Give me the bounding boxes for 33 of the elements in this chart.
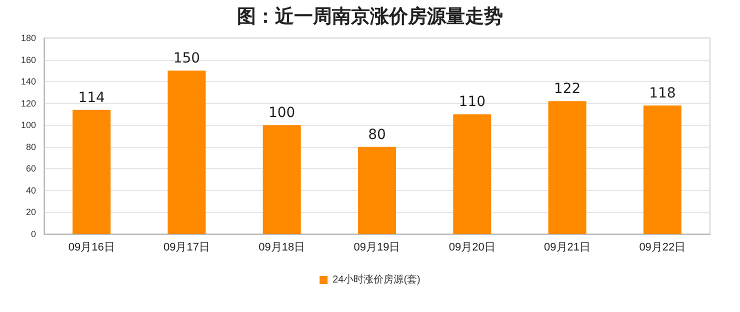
y-tick-label: 180 — [20, 33, 36, 43]
y-tick-label: 80 — [26, 142, 36, 152]
bar — [168, 70, 206, 234]
bar — [72, 110, 111, 234]
x-tick-label: 09月22日 — [639, 242, 686, 254]
legend-label: 24小时涨价房源(套) — [332, 274, 420, 286]
y-tick-label: 160 — [20, 54, 36, 65]
data-label: 80 — [368, 126, 386, 143]
bar — [262, 125, 301, 234]
y-tick-label: 20 — [26, 207, 36, 218]
x-tick-label: 09月19日 — [354, 242, 400, 254]
x-tick-label: 09月16日 — [68, 242, 115, 254]
bar — [643, 106, 682, 234]
bar — [453, 114, 492, 234]
data-label: 110 — [458, 94, 486, 110]
y-tick-label: 140 — [20, 76, 36, 87]
bar — [358, 146, 396, 234]
data-label: 100 — [268, 105, 296, 122]
data-label: 150 — [173, 50, 200, 67]
x-tick-label: 09月20日 — [448, 242, 496, 254]
y-tick-label: 40 — [26, 185, 36, 196]
bar — [548, 101, 586, 234]
data-label: 114 — [78, 90, 106, 106]
chart-title: 图：近一周南京涨价房源量走势 — [237, 6, 503, 28]
x-tick-label: 09月18日 — [258, 242, 306, 254]
y-tick-label: 60 — [26, 164, 36, 174]
data-label: 118 — [649, 86, 676, 102]
y-tick-label: 100 — [20, 120, 36, 130]
data-label: 122 — [554, 81, 581, 98]
x-tick-label: 09月17日 — [163, 242, 210, 254]
y-tick-label: 0 — [30, 229, 36, 239]
x-tick-label: 09月21日 — [544, 242, 591, 254]
y-tick-label: 120 — [20, 98, 36, 108]
